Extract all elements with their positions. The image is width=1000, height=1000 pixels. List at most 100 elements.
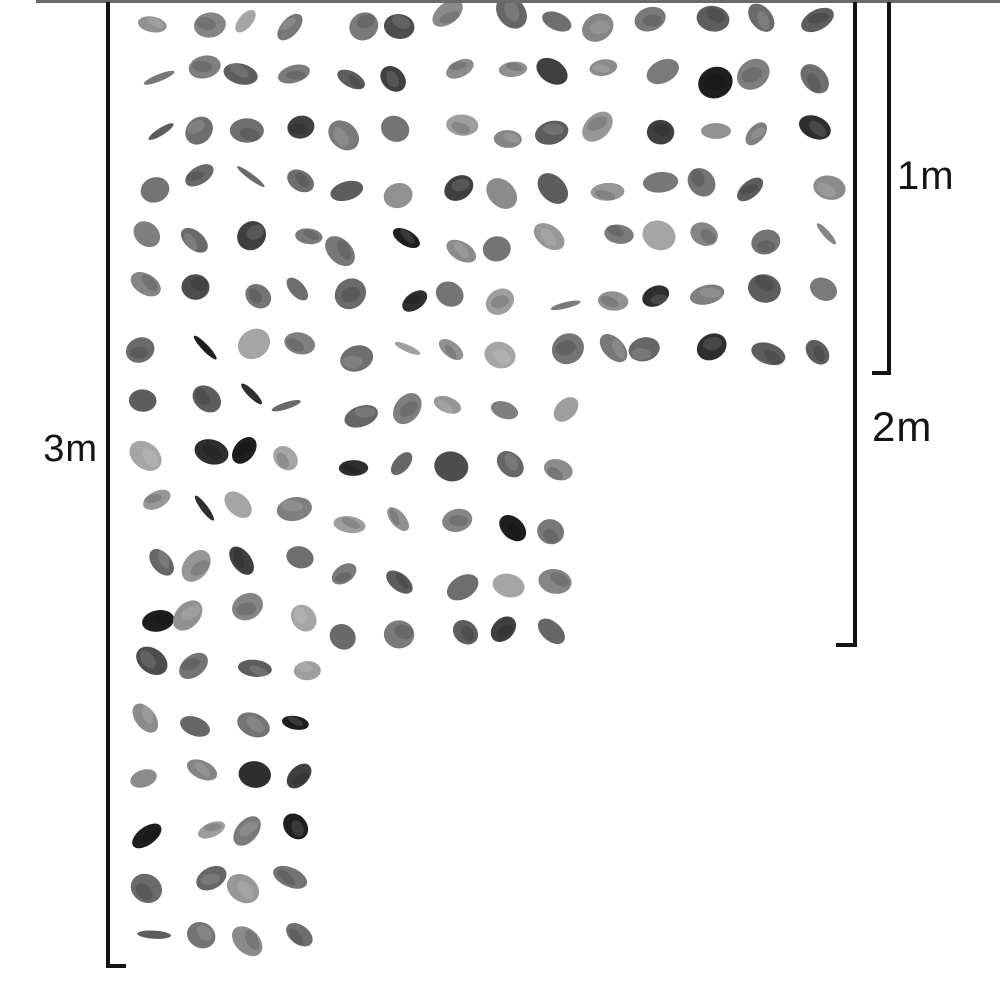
garland-dot bbox=[149, 548, 174, 576]
garland-dot-sheen bbox=[236, 602, 257, 616]
garland-dot bbox=[224, 491, 252, 518]
garland-dot bbox=[338, 460, 369, 476]
garland-dot bbox=[392, 227, 420, 249]
garland-dot bbox=[642, 220, 676, 251]
garland-dot bbox=[277, 13, 303, 41]
garland-dot bbox=[276, 496, 312, 522]
garland-dot-sheen bbox=[276, 452, 289, 469]
garland-dot-sheen bbox=[642, 14, 663, 27]
garland-dot bbox=[392, 393, 422, 425]
garland-dot-sheen bbox=[180, 605, 201, 621]
garland-dot-sheen bbox=[491, 295, 510, 309]
garland-dot bbox=[237, 328, 271, 360]
bracket-3m-bottom-tick bbox=[106, 964, 126, 968]
garland-dot-sheen bbox=[757, 11, 770, 31]
garland-dot bbox=[813, 175, 846, 200]
garland-dot bbox=[181, 274, 210, 300]
garland-dot-sheen bbox=[503, 132, 520, 143]
garland-dot-sheen bbox=[740, 184, 759, 195]
garland-dot bbox=[196, 865, 227, 891]
garland-dot-sheen bbox=[142, 274, 158, 292]
garland-dot bbox=[745, 122, 768, 146]
garland-dot bbox=[284, 332, 316, 355]
garland-dot bbox=[185, 116, 213, 145]
garland-dot-sheen bbox=[294, 607, 307, 625]
garland-dot-sheen bbox=[202, 444, 222, 460]
garland-dot bbox=[237, 221, 267, 251]
garland-dot bbox=[446, 574, 479, 601]
garland-dot bbox=[188, 55, 221, 79]
garland-dot-sheen bbox=[807, 73, 821, 93]
garland-dot-sheen bbox=[143, 494, 163, 504]
garland-dot-sheen bbox=[194, 388, 210, 406]
garland-dot bbox=[181, 549, 211, 582]
garland-dot-sheen bbox=[448, 61, 467, 71]
bracket-1m-bottom-tick bbox=[872, 371, 891, 375]
garland-dot-sheen bbox=[357, 14, 376, 29]
garland-dot-sheen bbox=[341, 464, 360, 474]
garland-dot-sheen bbox=[249, 665, 269, 678]
garland-dot-sheen bbox=[244, 929, 260, 951]
garland-dot bbox=[493, 130, 522, 148]
garland-dot bbox=[537, 519, 565, 545]
garland-dot bbox=[245, 283, 272, 309]
garland-dot bbox=[287, 169, 315, 193]
garland-dot-sheen bbox=[595, 189, 616, 201]
garland-dot-sheen bbox=[233, 548, 245, 568]
garland-dot-sheen bbox=[295, 172, 310, 188]
garland-dot-sheen bbox=[389, 508, 400, 526]
garland-dot bbox=[696, 333, 727, 361]
garland-dot-sheen bbox=[286, 338, 305, 352]
garland-dot-sheen bbox=[238, 821, 258, 837]
garland-dot-sheen bbox=[204, 823, 222, 831]
garland-dot-sheen bbox=[129, 346, 148, 359]
garland-dot-sheen bbox=[342, 355, 363, 369]
garland-dot-sheen bbox=[400, 228, 415, 244]
garland-dot-sheen bbox=[354, 406, 376, 418]
garland-dot-sheen bbox=[399, 401, 419, 417]
garland-dot bbox=[286, 277, 309, 301]
garland-dot-sheen bbox=[741, 67, 763, 83]
garland-dot bbox=[229, 118, 264, 143]
garland-dot bbox=[751, 342, 786, 366]
garland-dot-sheen bbox=[404, 294, 422, 305]
garland-dot-sheen bbox=[246, 224, 265, 240]
garland-dot bbox=[140, 177, 170, 203]
garland-dot bbox=[273, 446, 298, 471]
garland-dot-sheen bbox=[547, 466, 564, 481]
top-string-line bbox=[36, 0, 1000, 3]
garland-dot-sheen bbox=[451, 178, 470, 192]
garland-dot-sheen bbox=[461, 625, 475, 642]
garland-dot bbox=[646, 119, 675, 145]
dots-layer bbox=[125, 0, 846, 957]
garland-dot-sheen bbox=[196, 17, 216, 31]
garland-dot-sheen bbox=[239, 127, 260, 142]
garland-dot-sheen bbox=[280, 499, 303, 512]
garland-dot-sheen bbox=[286, 70, 307, 80]
garland-dot bbox=[642, 171, 679, 193]
garland-dot-sheen bbox=[764, 350, 783, 366]
garland-dot-sheen bbox=[700, 229, 716, 244]
garland-dot-sheen bbox=[449, 514, 468, 527]
garland-dot bbox=[286, 922, 313, 947]
garland-dot bbox=[192, 385, 221, 413]
garland-dot bbox=[538, 568, 572, 594]
garland-dot-sheen bbox=[287, 716, 304, 727]
garland-dot-sheen bbox=[291, 820, 304, 837]
garland-dot bbox=[333, 516, 366, 534]
garland-dot bbox=[193, 335, 217, 360]
garland-dot bbox=[634, 6, 666, 32]
garland-dot bbox=[438, 338, 464, 361]
garland-dot bbox=[337, 69, 366, 90]
garland-dot-sheen bbox=[703, 74, 726, 91]
garland-dot bbox=[143, 489, 171, 510]
garland-dot-sheen bbox=[439, 11, 461, 24]
garland-dot-sheen bbox=[348, 74, 363, 90]
garland-dot bbox=[800, 64, 829, 94]
garland-dot-sheen bbox=[453, 241, 469, 258]
garland-dot bbox=[543, 458, 573, 481]
garland-dot bbox=[737, 177, 764, 202]
garland-dot bbox=[237, 712, 270, 738]
